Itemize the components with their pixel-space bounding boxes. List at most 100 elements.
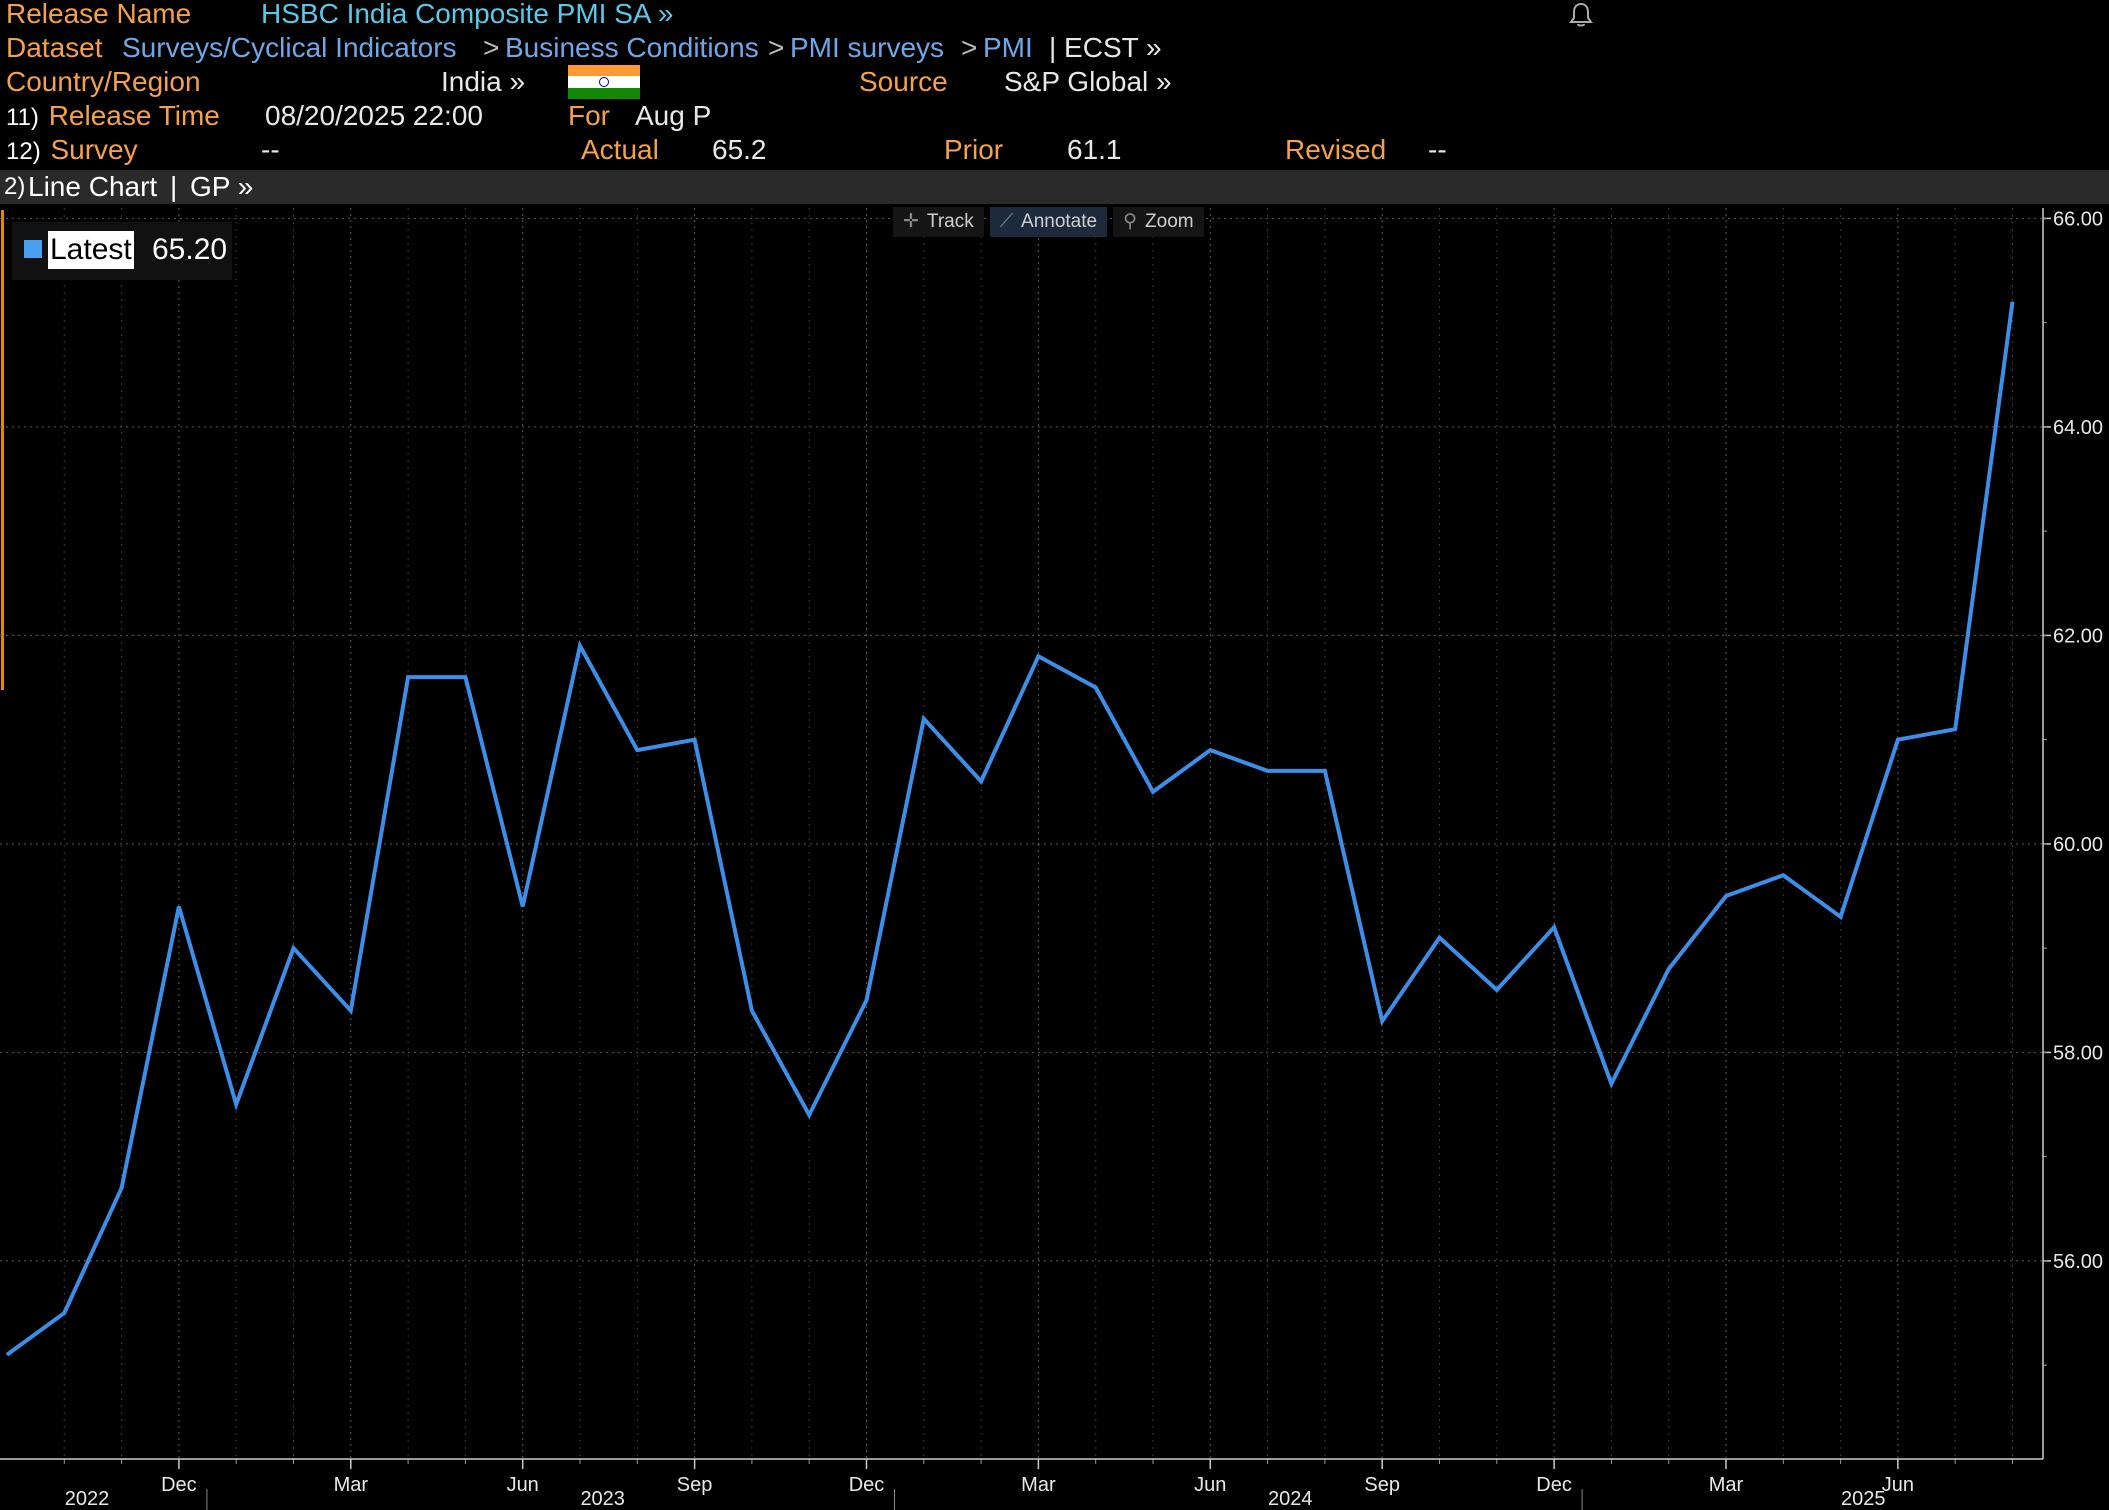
data-point — [1496, 989, 1498, 991]
bell-icon[interactable] — [1566, 0, 1596, 30]
annotate-icon: ⟋ — [999, 211, 1014, 232]
data-point — [1668, 968, 1670, 970]
data-point — [1954, 728, 1956, 730]
data-point — [1553, 926, 1555, 928]
survey-number: 12) — [6, 138, 41, 165]
prior-value: 61.1 — [1067, 134, 1122, 165]
survey-value: -- — [261, 134, 280, 165]
gp-link[interactable]: GP » — [190, 171, 254, 202]
x-tick-label: Sep — [1364, 1474, 1400, 1496]
data-point — [1209, 749, 1211, 751]
dataset-separator: > — [483, 32, 500, 63]
for-value: Aug P — [635, 100, 712, 131]
annotate-label: Annotate — [1021, 211, 1098, 232]
data-point — [1840, 916, 1842, 918]
data-point — [293, 947, 294, 949]
x-tick-label: Mar — [1021, 1474, 1056, 1496]
data-point — [1095, 687, 1097, 689]
dataset-path-0[interactable]: Surveys/Cyclical Indicators — [122, 32, 457, 63]
data-point — [636, 749, 638, 751]
source-link[interactable]: S&P Global » — [1004, 66, 1172, 97]
data-point — [464, 676, 466, 678]
y-tick-label: 58.00 — [2053, 1042, 2103, 1064]
prior-label: Prior — [944, 134, 1004, 165]
data-point — [2012, 301, 2013, 303]
y-tick-label: 66.00 — [2053, 208, 2103, 230]
x-year-label: 2023 — [580, 1488, 625, 1510]
data-point — [1439, 937, 1440, 939]
x-tick-label: Jun — [507, 1474, 539, 1496]
x-tick-label: Dec — [161, 1474, 197, 1496]
y-tick-label: 56.00 — [2053, 1251, 2103, 1273]
zoom-icon: ⚲ — [1123, 211, 1138, 232]
data-point — [6, 1354, 8, 1356]
release-time-value: 08/20/2025 22:00 — [265, 100, 483, 131]
release-name-label: Release Name — [6, 0, 192, 29]
for-label: For — [568, 100, 610, 131]
chart-title-bar: 2) Line Chart | GP » — [0, 170, 2109, 204]
source-label: Source — [859, 66, 948, 97]
chart-bar-number: 2) — [4, 173, 26, 200]
legend-value: 65.20 — [152, 233, 228, 266]
india-flag-icon — [568, 65, 641, 99]
data-point — [923, 718, 925, 720]
chart-type-label[interactable]: Line Chart — [28, 171, 158, 202]
x-year-label: 2022 — [65, 1488, 110, 1510]
x-tick-label: Dec — [1536, 1474, 1572, 1496]
line-chart[interactable]: 56.00 58.00 60.00 62.00 64.00 66.00 Dec Mar Jun S… — [0, 204, 2109, 1510]
data-point — [1725, 895, 1727, 897]
country-link[interactable]: India » — [441, 66, 526, 97]
data-point — [121, 1187, 123, 1189]
track-button[interactable]: ✛ Track — [893, 207, 984, 237]
track-icon: ✛ — [903, 211, 919, 232]
x-tick-label: Mar — [334, 1474, 369, 1496]
dataset-separator: > — [768, 32, 785, 63]
series-line-latest — [5, 301, 2015, 1357]
data-point — [522, 905, 524, 907]
data-point — [1782, 874, 1784, 876]
data-point — [1037, 655, 1039, 657]
release-time-number: 11) — [6, 104, 39, 131]
revised-label: Revised — [1285, 134, 1387, 165]
data-point — [1381, 1020, 1383, 1022]
chart-legend[interactable]: Latest 65.20 — [12, 222, 232, 280]
data-point — [1152, 791, 1154, 793]
data-point — [1610, 1083, 1612, 1085]
data-point — [350, 1010, 352, 1012]
data-point — [579, 645, 581, 647]
chart-bar-separator: | — [170, 171, 178, 202]
dataset-suffix[interactable]: | ECST » — [1049, 32, 1162, 63]
x-year-label: 2025 — [1841, 1488, 1886, 1510]
zoom-button[interactable]: ⚲ Zoom — [1113, 207, 1204, 237]
dataset-path-3[interactable]: PMI — [983, 32, 1033, 63]
dataset-path-1[interactable]: Business Conditions — [505, 32, 759, 63]
release-time-row: 11) Release Time 08/20/2025 22:00 For Au… — [6, 99, 711, 133]
y-tick-label: 60.00 — [2053, 834, 2103, 856]
legend-label: Latest — [48, 231, 134, 269]
y-tick-label: 64.00 — [2053, 417, 2103, 439]
release-name-link[interactable]: HSBC India Composite PMI SA » — [261, 0, 674, 29]
survey-row: 12) Survey -- Actual 65.2 Prior 61.1 Rev… — [6, 133, 1447, 167]
revised-value: -- — [1428, 134, 1447, 165]
actual-label: Actual — [581, 134, 659, 165]
x-tick-label: Sep — [677, 1474, 713, 1496]
country-row: Country/Region India » Source S&P Global… — [6, 65, 1172, 99]
data-point — [694, 739, 696, 741]
x-tick-label: Mar — [1709, 1474, 1744, 1496]
x-year-label: 2024 — [1268, 1488, 1313, 1510]
release-name-row: Release Name HSBC India Composite PMI SA… — [6, 0, 673, 31]
annotate-button[interactable]: ⟋ Annotate — [989, 207, 1108, 237]
dataset-separator: > — [961, 32, 978, 63]
data-point — [1324, 770, 1326, 772]
dataset-path-2[interactable]: PMI surveys — [790, 32, 945, 63]
data-point — [808, 1114, 810, 1116]
data-point — [178, 905, 180, 907]
data-point — [866, 999, 867, 1001]
header-panel: Release Name HSBC India Composite PMI SA… — [0, 0, 2109, 168]
data-point — [63, 1312, 65, 1314]
dataset-row: Dataset Surveys/Cyclical Indicators > Bu… — [6, 31, 1162, 65]
data-point — [407, 676, 409, 678]
survey-label[interactable]: Survey — [50, 134, 138, 165]
left-accent-line — [1, 210, 4, 690]
release-time-label[interactable]: Release Time — [48, 100, 220, 131]
